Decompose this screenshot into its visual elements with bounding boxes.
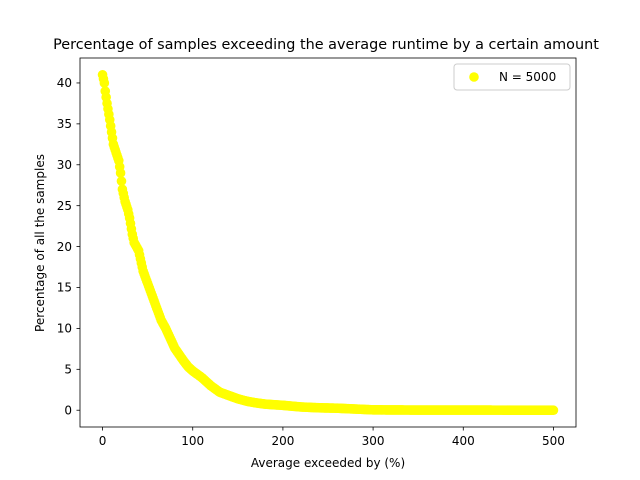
data-point — [548, 405, 559, 416]
y-tick-label: 40 — [57, 76, 72, 90]
x-tick-label: 300 — [362, 434, 385, 448]
x-tick-label: 200 — [271, 434, 294, 448]
y-tick-label: 35 — [57, 117, 72, 131]
y-axis: 0 5 10 15 20 25 30 35 40 — [57, 76, 80, 417]
y-tick-label: 15 — [57, 281, 72, 295]
x-tick-label: 0 — [99, 434, 107, 448]
x-tick-label: 500 — [542, 434, 565, 448]
legend: N = 5000 — [453, 63, 571, 91]
y-tick-label: 30 — [57, 158, 72, 172]
plot-frame — [79, 57, 577, 428]
legend-box — [453, 63, 571, 91]
chart-title: Percentage of samples exceeding the aver… — [53, 37, 599, 53]
x-tick-label: 400 — [452, 434, 475, 448]
y-tick-label: 0 — [64, 403, 72, 417]
data-points — [97, 69, 559, 416]
x-axis-label: Average exceeded by (%) — [251, 456, 405, 470]
y-tick-label: 25 — [57, 199, 72, 213]
legend-marker — [469, 72, 479, 82]
x-axis: 0 100 200 300 400 500 — [99, 427, 565, 448]
y-tick-label: 20 — [57, 240, 72, 254]
y-axis-label: Percentage of all the samples — [33, 154, 47, 332]
x-tick-label: 100 — [181, 434, 204, 448]
legend-entry: N = 5000 — [499, 70, 556, 84]
data-point — [116, 176, 127, 186]
data-point — [115, 168, 126, 178]
y-tick-label: 5 — [64, 363, 72, 377]
data-point — [99, 78, 110, 88]
y-tick-label: 10 — [57, 322, 72, 336]
